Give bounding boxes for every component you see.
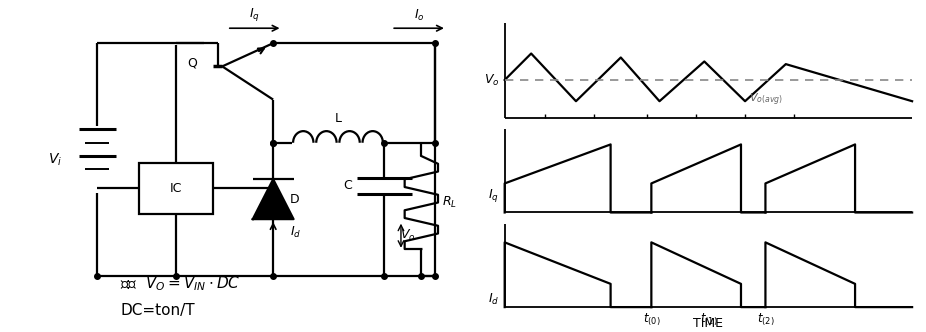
Text: $I_q$: $I_q$	[488, 187, 499, 204]
Text: D: D	[290, 193, 299, 206]
Text: $V_{o(avg)}$: $V_{o(avg)}$	[749, 92, 783, 108]
Text: $I_d$: $I_d$	[290, 225, 301, 240]
Text: $I_o$: $I_o$	[414, 8, 424, 23]
Text: C: C	[344, 179, 352, 193]
Text: $t_{(2)}$: $t_{(2)}$	[757, 312, 774, 328]
Text: $V_o$: $V_o$	[400, 228, 415, 243]
Text: DC=ton/T: DC=ton/T	[120, 303, 195, 318]
Text: $V_i$: $V_i$	[48, 151, 62, 168]
Text: $t_{(1)}$: $t_{(1)}$	[700, 312, 717, 328]
Text: $V_o$: $V_o$	[483, 72, 499, 88]
Text: IC: IC	[169, 182, 182, 195]
Text: TIME: TIME	[694, 317, 723, 330]
Text: $I_q$: $I_q$	[249, 6, 260, 23]
Text: $R_L$: $R_L$	[442, 195, 457, 210]
Text: Q: Q	[187, 56, 197, 70]
Bar	[139, 163, 213, 214]
Text: $t_{(0)}$: $t_{(0)}$	[643, 312, 660, 328]
Text: $I_d$: $I_d$	[488, 292, 499, 307]
Text: 输出  $V_O = V_{IN} \cdot DC$: 输出 $V_O = V_{IN} \cdot DC$	[120, 275, 241, 293]
Polygon shape	[253, 179, 294, 219]
Text: L: L	[334, 112, 342, 124]
